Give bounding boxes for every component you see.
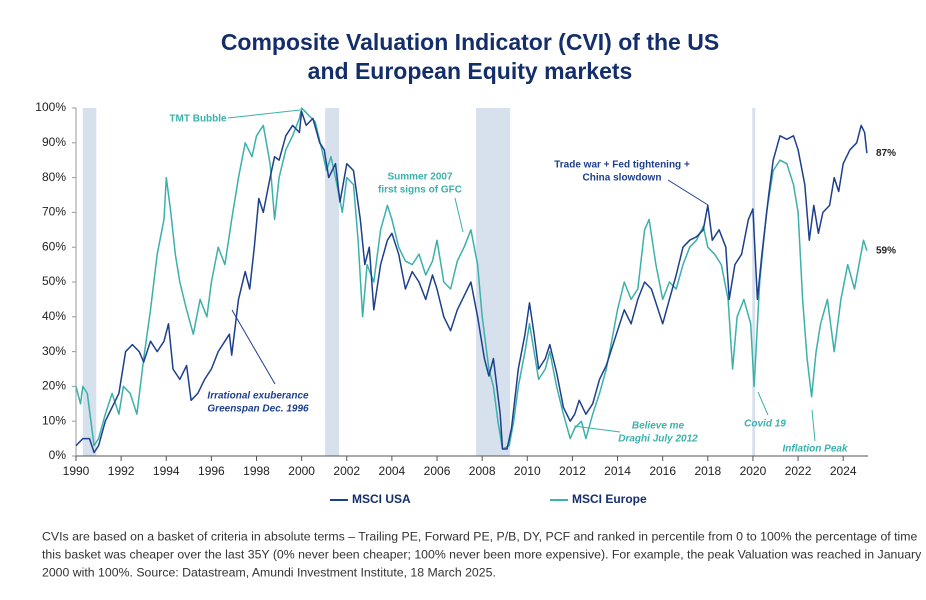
- annotation: Trade war + Fed tightening +: [554, 160, 690, 171]
- y-tick-label: 100%: [35, 100, 66, 114]
- x-tick-label: 2008: [469, 464, 496, 478]
- legend-label: MSCI USA: [352, 492, 411, 506]
- annotation: China slowdown: [583, 173, 662, 184]
- x-tick-label: 2016: [649, 464, 676, 478]
- annotation-leader: [227, 109, 301, 119]
- x-tick-label: 2004: [379, 464, 406, 478]
- annotation: Believe me: [632, 421, 685, 432]
- x-tick-label: 1990: [63, 464, 90, 478]
- x-tick-label: 1992: [108, 464, 135, 478]
- recession-band: [476, 108, 511, 456]
- series-line: [75, 107, 868, 450]
- x-tick-label: 1994: [153, 464, 180, 478]
- y-tick-label: 30%: [42, 344, 66, 358]
- end-label: 59%: [876, 245, 896, 256]
- y-tick-label: 80%: [42, 170, 66, 184]
- annotation: Draghi July 2012: [618, 434, 698, 445]
- x-tick-label: 2006: [424, 464, 451, 478]
- annotation: Inflation Peak: [782, 444, 847, 455]
- y-tick-label: 90%: [42, 135, 66, 149]
- annotation: Greenspan Dec. 1996: [207, 404, 309, 415]
- recession-band: [325, 108, 340, 456]
- annotation-leader: [757, 391, 769, 416]
- annotation: first signs of GFC: [378, 185, 462, 196]
- annotation: Covid 19: [744, 419, 786, 430]
- footnote: this basket was cheaper over the last 35…: [42, 547, 922, 561]
- recession-band: [82, 108, 97, 456]
- y-tick-label: 50%: [42, 274, 66, 288]
- y-tick-label: 0%: [49, 448, 67, 462]
- x-tick-label: 2014: [604, 464, 631, 478]
- y-tick-label: 10%: [42, 413, 66, 427]
- annotation-leader: [573, 425, 621, 433]
- annotation-leader: [667, 179, 709, 206]
- legend-label: MSCI Europe: [572, 492, 647, 506]
- annotation-leader: [454, 197, 464, 233]
- x-tick-label: 2024: [830, 464, 857, 478]
- x-tick-label: 2022: [785, 464, 812, 478]
- y-tick-label: 60%: [42, 239, 66, 253]
- chart-title: Composite Valuation Indicator (CVI) of t…: [221, 29, 719, 55]
- annotation: Summer 2007: [387, 172, 452, 183]
- annotation-leader: [811, 409, 816, 442]
- x-tick-label: 1996: [198, 464, 225, 478]
- annotation: TMT Bubble: [169, 114, 227, 125]
- x-tick-label: 2012: [559, 464, 586, 478]
- recession-band: [752, 108, 756, 456]
- chart-title: and European Equity markets: [308, 58, 633, 84]
- footnote: CVIs are based on a basket of criteria i…: [42, 529, 918, 543]
- x-tick-label: 2018: [694, 464, 721, 478]
- x-tick-label: 2002: [333, 464, 360, 478]
- footnote: 2000 with 100%. Source: Datastream, Amun…: [42, 565, 496, 579]
- x-tick-label: 1998: [243, 464, 270, 478]
- y-tick-label: 70%: [42, 205, 66, 219]
- y-tick-label: 40%: [42, 309, 66, 323]
- x-tick-label: 2000: [288, 464, 315, 478]
- y-tick-label: 20%: [42, 379, 66, 393]
- annotation: Irrational exuberance: [207, 391, 309, 402]
- annotation-leader: [231, 309, 276, 385]
- x-tick-label: 2010: [514, 464, 541, 478]
- end-label: 87%: [876, 148, 896, 159]
- series-line: [75, 110, 868, 454]
- x-tick-label: 2020: [740, 464, 767, 478]
